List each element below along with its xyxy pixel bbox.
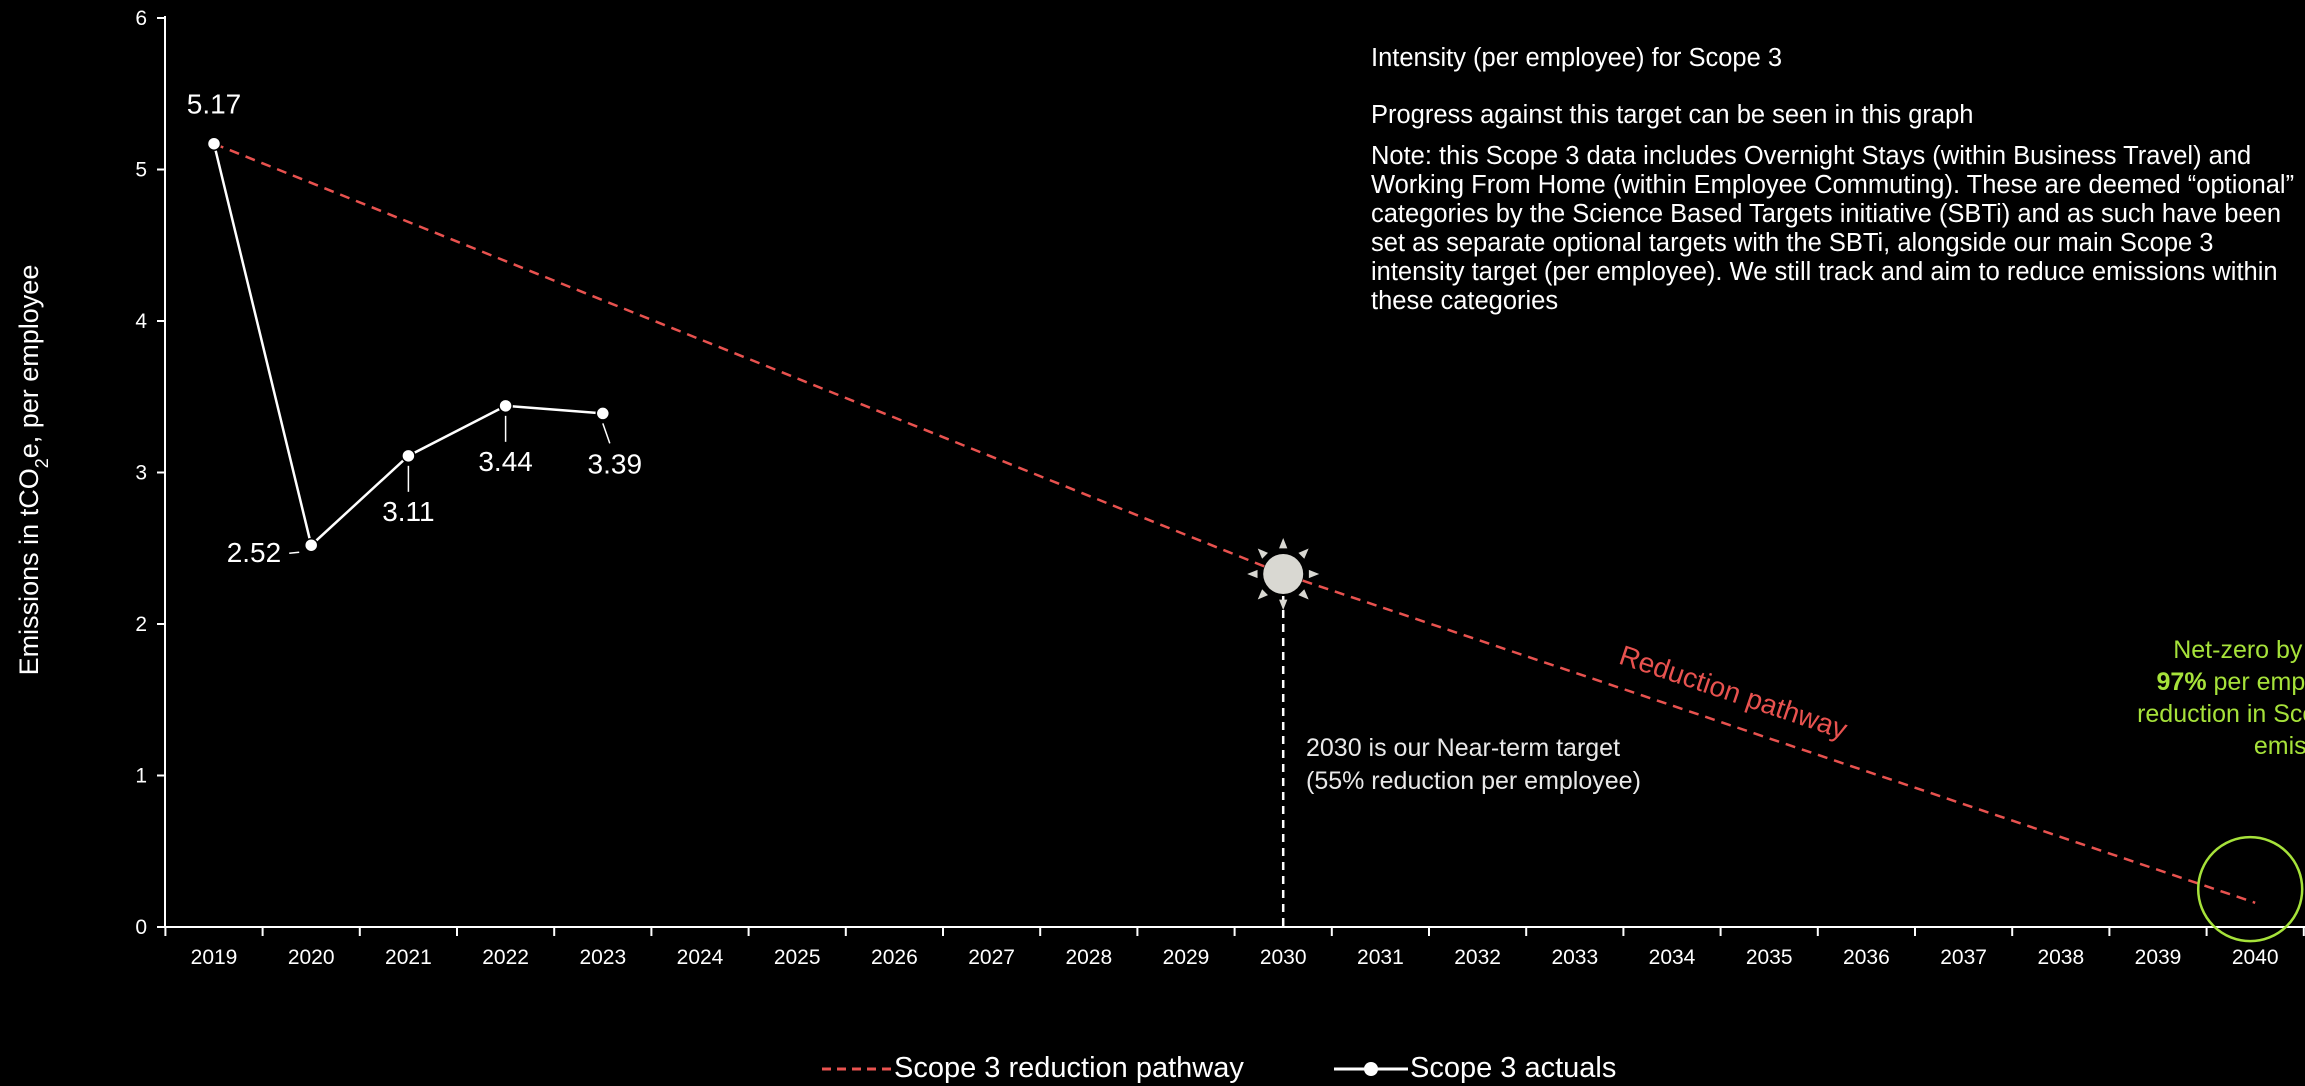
- net-zero-percent: 97%: [2156, 668, 2207, 696]
- x-tick-label: 2025: [774, 946, 821, 969]
- x-tick-label: 2023: [579, 946, 626, 969]
- notes-body: Note: this Scope 3 data includes Overnig…: [1371, 142, 2295, 315]
- target-ray: [1247, 569, 1258, 579]
- y-axis: 0 1 2 3 4 5 6: [135, 7, 166, 939]
- data-labels: 5.17 2.52 3.11 3.44 3.39: [187, 89, 642, 568]
- actuals-point: [303, 537, 319, 553]
- target-ray: [1298, 548, 1309, 559]
- notes-progress: Progress against this target can be seen…: [1371, 101, 1974, 129]
- y-tick-label: 1: [135, 765, 147, 788]
- target-marker-circle: [1263, 554, 1304, 595]
- x-tick-label: 2028: [1065, 946, 1112, 969]
- x-tick-label: 2020: [288, 946, 335, 969]
- actuals-point: [595, 406, 611, 421]
- x-tick-label: 2029: [1163, 946, 1210, 969]
- target-ray: [1279, 599, 1288, 611]
- y-tick-label: 0: [135, 916, 147, 939]
- net-zero-line4: emissions: [2253, 732, 2305, 760]
- net-zero-line1: Net-zero by 2040: [2173, 636, 2305, 664]
- legend-item-pathway: Scope 3 reduction pathway: [820, 1052, 1244, 1085]
- y-axis-title-part: Emissions in tCO: [14, 468, 44, 675]
- x-tick-label: 2034: [1649, 946, 1696, 969]
- x-tick-label: 2027: [968, 946, 1015, 969]
- net-zero-circle: [2196, 835, 2304, 943]
- data-label: 3.44: [478, 446, 533, 477]
- y-axis-label: Emissions in tCO2e, per employee: [14, 265, 52, 676]
- y-axis-title-part: e, per employee: [14, 265, 44, 459]
- data-label: 5.17: [187, 89, 242, 120]
- y-tick-label: 3: [135, 462, 147, 485]
- net-zero-line2: 97% per employee: [2105, 666, 2305, 698]
- x-tick-label: 2037: [1940, 946, 1987, 969]
- pathway-label: Reduction pathway: [1616, 639, 1852, 745]
- data-label-leader: [289, 551, 300, 554]
- legend-marker-line-icon: [1334, 1061, 1408, 1076]
- target-ray: [1298, 589, 1309, 600]
- data-label-leader: [602, 423, 611, 444]
- y-tick-label: 6: [135, 7, 147, 30]
- actuals-point: [498, 398, 513, 414]
- x-tick-label: 2019: [191, 946, 238, 969]
- x-tick-label: 2031: [1357, 946, 1404, 969]
- data-label: 3.11: [382, 496, 434, 527]
- x-tick-label: 2038: [2037, 946, 2084, 969]
- pathway-line: [213, 142, 2256, 904]
- near-term-target-line1: 2030 is our Near-term target: [1306, 734, 1621, 762]
- y-tick-label: 5: [135, 159, 147, 182]
- net-zero-note: Net-zero by 2040 97% per employee reduct…: [2105, 634, 2305, 762]
- target-ray: [1279, 538, 1288, 549]
- target-ray: [1257, 548, 1268, 559]
- data-label: 2.52: [227, 537, 282, 568]
- actuals-series: [206, 136, 611, 553]
- net-zero-line2-rest: per employee: [2213, 668, 2305, 696]
- legend-label-pathway: Scope 3 reduction pathway: [894, 1052, 1244, 1084]
- x-tick-label: 2030: [1260, 946, 1307, 969]
- x-tick-label: 2035: [1746, 946, 1793, 969]
- near-term-target-marker: [1247, 538, 1320, 927]
- target-ray: [1308, 569, 1320, 579]
- x-tick-label: 2033: [1551, 946, 1598, 969]
- notes-title: Intensity (per employee) for Scope 3: [1371, 44, 1783, 72]
- near-term-target-note: 2030 is our Near-term target (55% reduct…: [1306, 732, 1641, 798]
- x-tick-label: 2032: [1454, 946, 1501, 969]
- data-label: 3.39: [588, 448, 643, 479]
- x-tick-label: 2036: [1843, 946, 1890, 969]
- actuals-point: [206, 136, 222, 151]
- legend-dashed-line-icon: [822, 1067, 892, 1070]
- y-tick-label: 4: [135, 310, 147, 333]
- legend-item-actuals: Scope 3 actuals: [1332, 1052, 1616, 1085]
- y-axis-title-subscript: 2: [32, 458, 52, 468]
- net-zero-marker: [2196, 835, 2304, 943]
- x-tick-label: 2039: [2135, 946, 2182, 969]
- notes-panel: Intensity (per employee) for Scope 3 Pro…: [1371, 44, 2305, 344]
- y-axis-title: Emissions in tCO2e, per employee: [14, 265, 52, 676]
- net-zero-line3: reduction in Scope 3: [2137, 700, 2305, 728]
- x-axis: 2019 2020 2021 2022 2023 2024 2025 2026 2027 2028…: [164, 926, 2305, 969]
- x-tick-label: 2022: [482, 946, 529, 969]
- y-tick-label: 2: [135, 613, 147, 636]
- x-tick-label: 2021: [385, 946, 432, 969]
- x-tick-label: 2026: [871, 946, 918, 969]
- target-ray: [1257, 589, 1268, 600]
- actuals-point: [401, 448, 416, 464]
- near-term-target-line2: (55% reduction per employee): [1306, 767, 1641, 795]
- legend-label-actuals: Scope 3 actuals: [1410, 1052, 1617, 1084]
- x-tick-label: 2024: [677, 946, 724, 969]
- x-tick-label: 2040: [2232, 946, 2279, 969]
